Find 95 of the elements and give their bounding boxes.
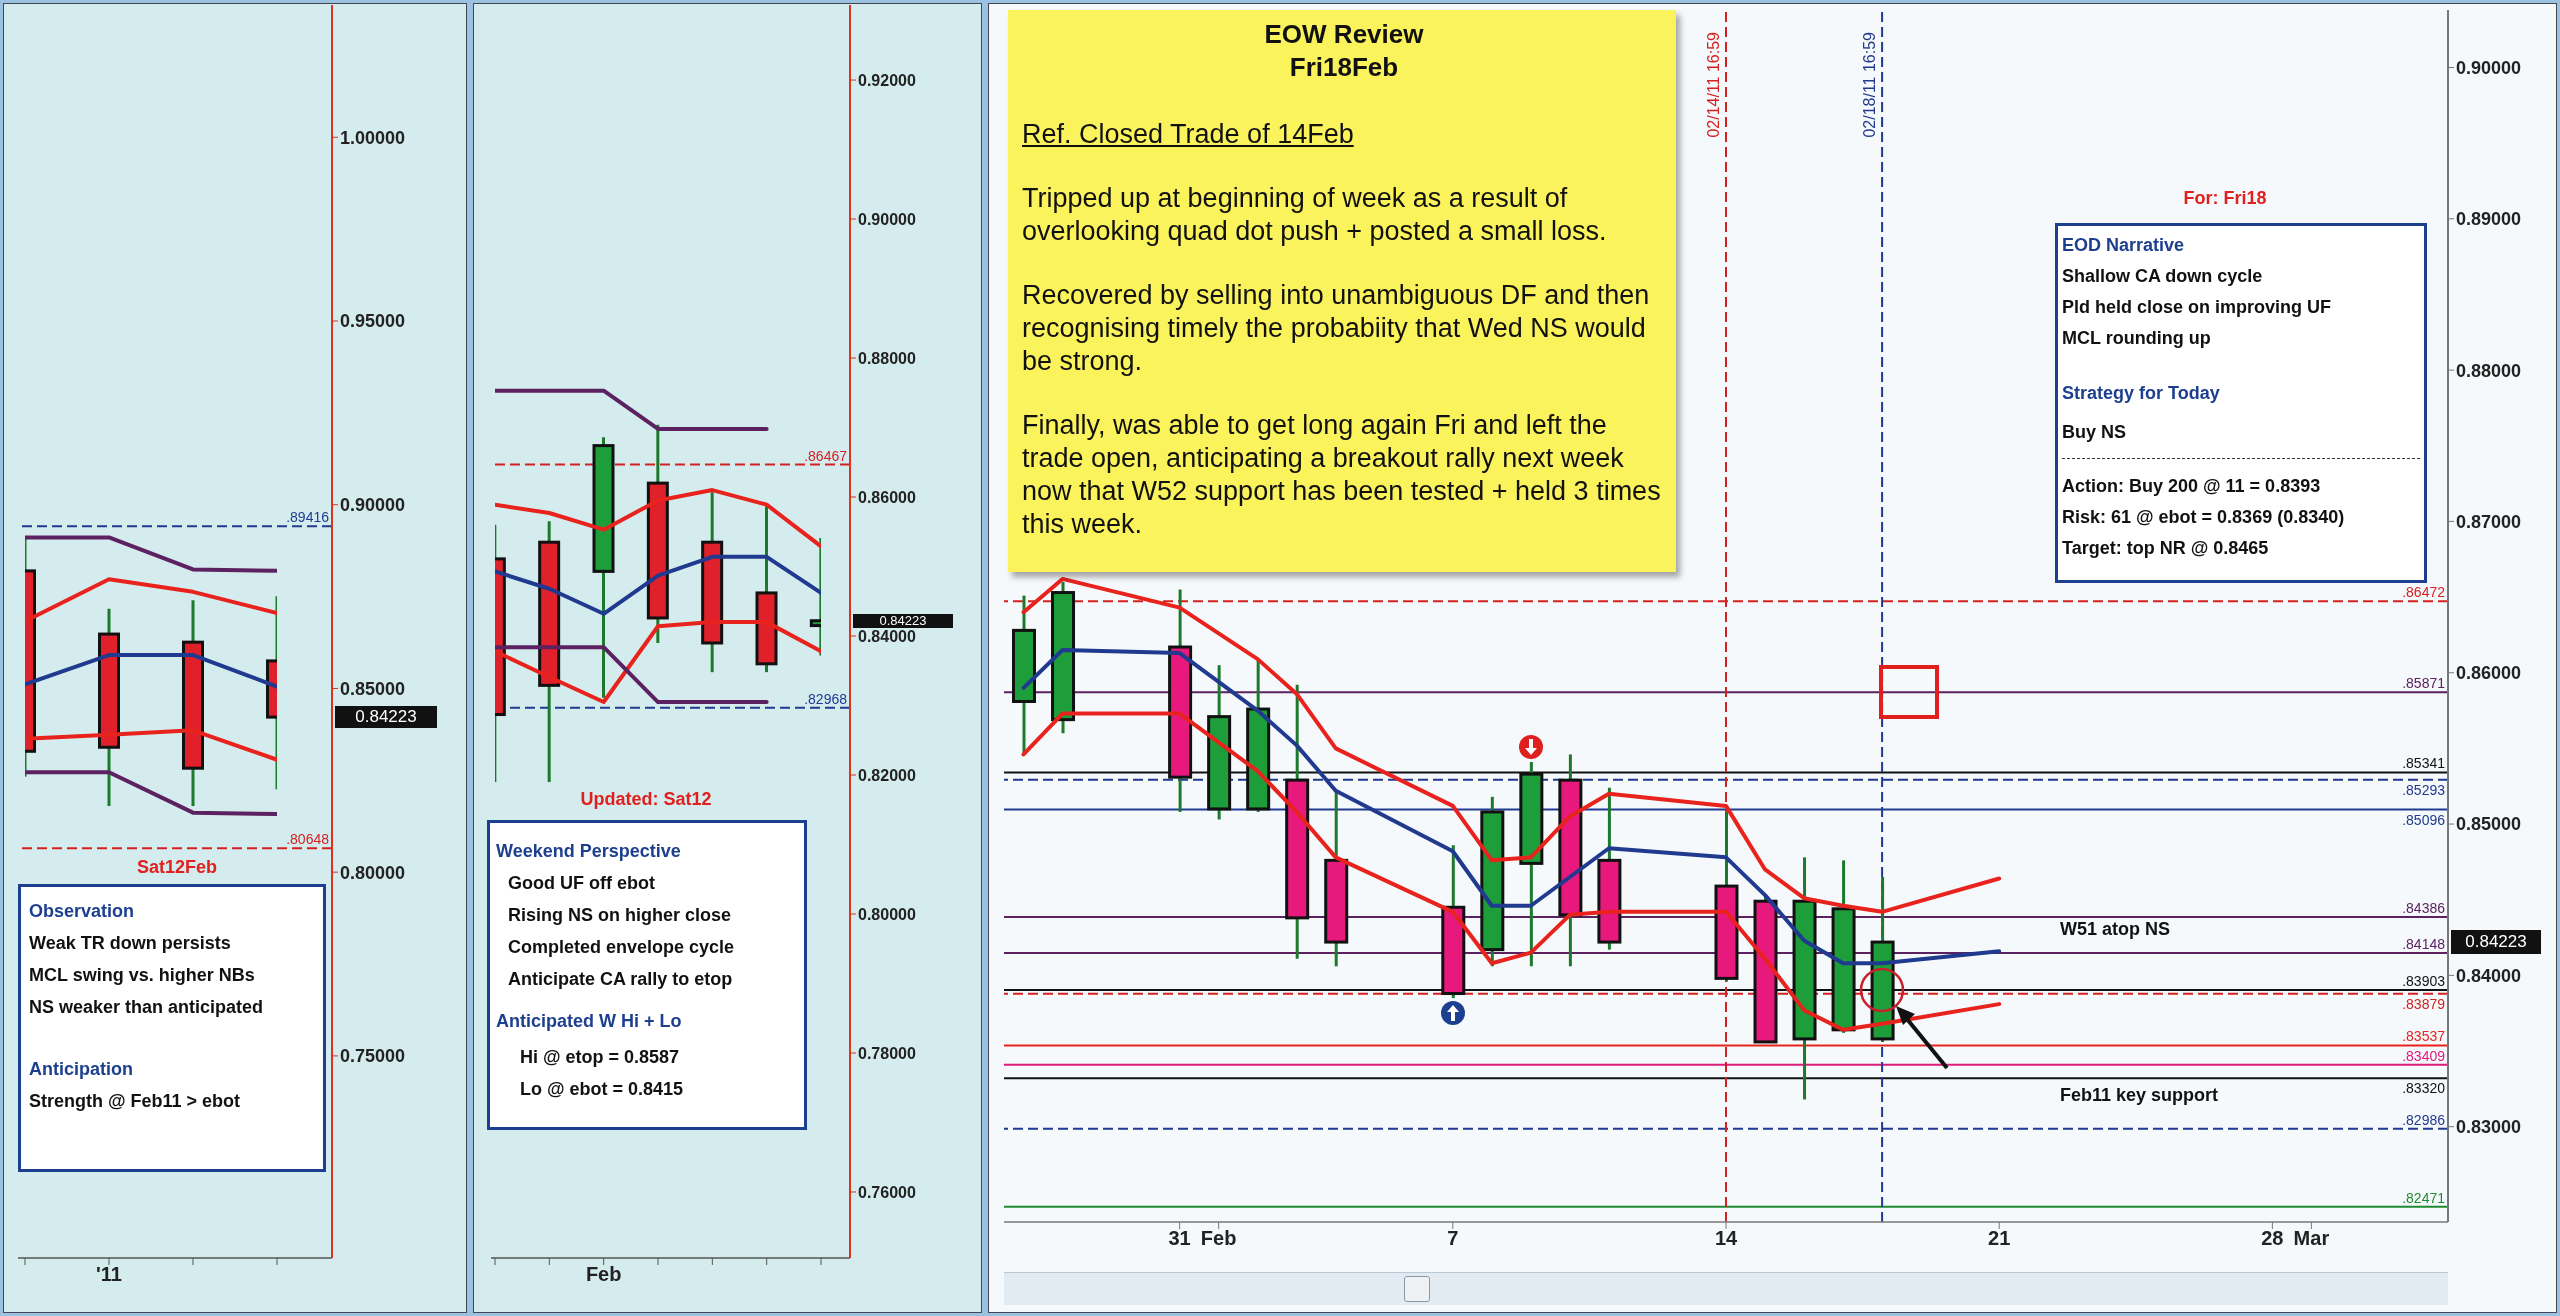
line-series [1021,711,2002,1032]
x-tick-label: 28 [2261,1227,2284,1250]
annotation: Shallow CA down cycle [2062,265,2264,288]
line-series [1021,576,2002,914]
ref-line-label: .82986 [2402,1111,2445,1128]
y-tick-label: 0.85000 [340,678,406,699]
ref-line-label: .89416 [286,509,329,526]
annotation: Risk: 61 @ ebot = 0.8369 (0.8340) [2062,506,2346,529]
annotation: MCL rounding up [2062,327,2212,350]
y-tick-label: 0.84000 [858,627,916,645]
annotation: Anticipation [29,1058,134,1081]
chart-title: EOW Review [1263,18,1425,51]
line-series [495,554,821,616]
y-tick-label: 0.92000 [858,71,916,89]
text: Fri18Feb [1289,52,1399,82]
ref-line-label: .83903 [2402,973,2445,990]
x-tick-label: 14 [1714,1227,1738,1250]
x-tick-label: 21 [1988,1227,2011,1250]
ref-line-label: .84148 [2402,935,2445,952]
annotation: NS weaker than anticipated [29,996,265,1019]
y-tick-label: 0.90000 [2456,57,2522,78]
annotation: Tripped up at beginning of week as a result of overlooking quad dot push + posted a small loss. [1022,182,1608,248]
annotation: MCL swing vs. higher NBs [29,964,256,987]
ref-line-label: .83409 [2402,1047,2445,1064]
x-tick-label: '11 [96,1263,122,1286]
annotation: Action: Buy 200 @ 11 = 0.8393 [2062,458,2420,502]
annotation: Anticipate CA rally to etop [508,968,734,991]
x-tick-label: 31 [1168,1227,1191,1250]
annotation: Pld held close on improving UF [2062,296,2333,319]
annotation: Finally, was able to get long again Fri and left the trade open, anticipating a breakout rally next week now that W52 support has been tested + held 3 times this week. [1022,409,1662,541]
annotation: Good UF off ebot [508,872,656,895]
y-tick-label: 0.87000 [2456,511,2522,532]
ref-line-label: .84386 [2402,899,2445,916]
line-series [25,577,277,624]
annotation: Strategy for Today [2062,382,2221,405]
y-tick-label: 0.84000 [2456,965,2522,986]
text: 0.84223 [2451,930,2541,955]
ref-line-label: .85293 [2402,781,2445,798]
annotation: Feb11 key support [2060,1085,2219,1106]
annotation: Hi @ etop = 0.8587 [520,1046,681,1069]
annotation: Updated: Sat12 [580,789,712,810]
y-tick-label: 0.95000 [340,311,406,332]
ref-line-label: .86467 [804,447,847,464]
y-tick-label: 1.00000 [340,127,406,148]
text: 0.84223 [335,706,437,729]
y-tick-label: 0.82000 [858,766,916,784]
y-tick-label: 0.83000 [2456,1117,2522,1138]
ref-line-label: 02/18/11 16:59 [1861,32,1880,138]
annotation: Rising NS on higher close [508,904,733,927]
annotation: Recovered by selling into unambiguous DF and then recognising timely the probabiity that Wed NS would be strong. [1022,279,1651,378]
x-tick-label: Feb [1200,1227,1237,1250]
ref-line-label: .82968 [804,690,847,707]
y-tick-label: 0.88000 [2456,360,2522,381]
y-tick-label: 0.80000 [858,905,916,923]
y-tick-label: 0.78000 [858,1044,916,1062]
annotation: Weekend Perspective [496,840,682,863]
annotation: Lo @ ebot = 0.8415 [520,1078,685,1101]
y-tick-label: 0.76000 [858,1183,916,1201]
ref-line-label: .83537 [2402,1028,2445,1045]
y-tick-label: 0.90000 [340,495,406,516]
y-tick-label: 0.88000 [858,349,916,367]
ref-line-label: .86472 [2402,584,2445,601]
y-tick-label: 0.90000 [858,210,916,228]
y-tick-label: 0.75000 [340,1046,406,1067]
annotation: EOD Narrative [2062,234,2186,257]
line-series [25,728,277,762]
x-tick-label: Mar [2293,1227,2330,1250]
text: 0.84223 [853,612,953,628]
annotation: Completed envelope cycle [508,936,736,959]
y-tick-label: 0.86000 [858,488,916,506]
ref-line-label: .80648 [286,831,329,848]
ref-line-label: .82471 [2402,1189,2445,1206]
annotation: For: Fri18 [2183,188,2267,209]
y-tick-label: 0.80000 [340,862,406,883]
x-tick-label: 7 [1447,1227,1459,1250]
annotation: Target: top NR @ 0.8465 [2062,537,2270,560]
ref-line-label: .85096 [2402,811,2445,828]
annotation: Strength @ Feb11 > ebot [29,1090,242,1113]
ref-line-label: .83879 [2402,995,2445,1012]
y-tick-label: 0.86000 [2456,663,2522,684]
line-series [495,488,821,549]
y-tick-label: 0.85000 [2456,814,2522,835]
x-tick-label: Feb [585,1263,622,1286]
annotation: W51 atop NS [2060,919,2171,940]
ref-line-label: .83320 [2402,1080,2445,1097]
ref-line-label: .85871 [2402,675,2445,692]
annotation: Sat12Feb [136,857,218,878]
annotation: Ref. Closed Trade of 14Feb [1022,118,1355,151]
ref-line-label: .85341 [2402,755,2445,772]
annotation: Weak TR down persists [29,932,232,955]
annotation: Anticipated W Hi + Lo [496,1010,683,1033]
annotation: Buy NS [2062,421,2127,444]
y-tick-label: 0.89000 [2456,209,2522,230]
annotation: Observation [29,900,136,923]
ref-line-label: 02/14/11 16:59 [1705,32,1723,138]
